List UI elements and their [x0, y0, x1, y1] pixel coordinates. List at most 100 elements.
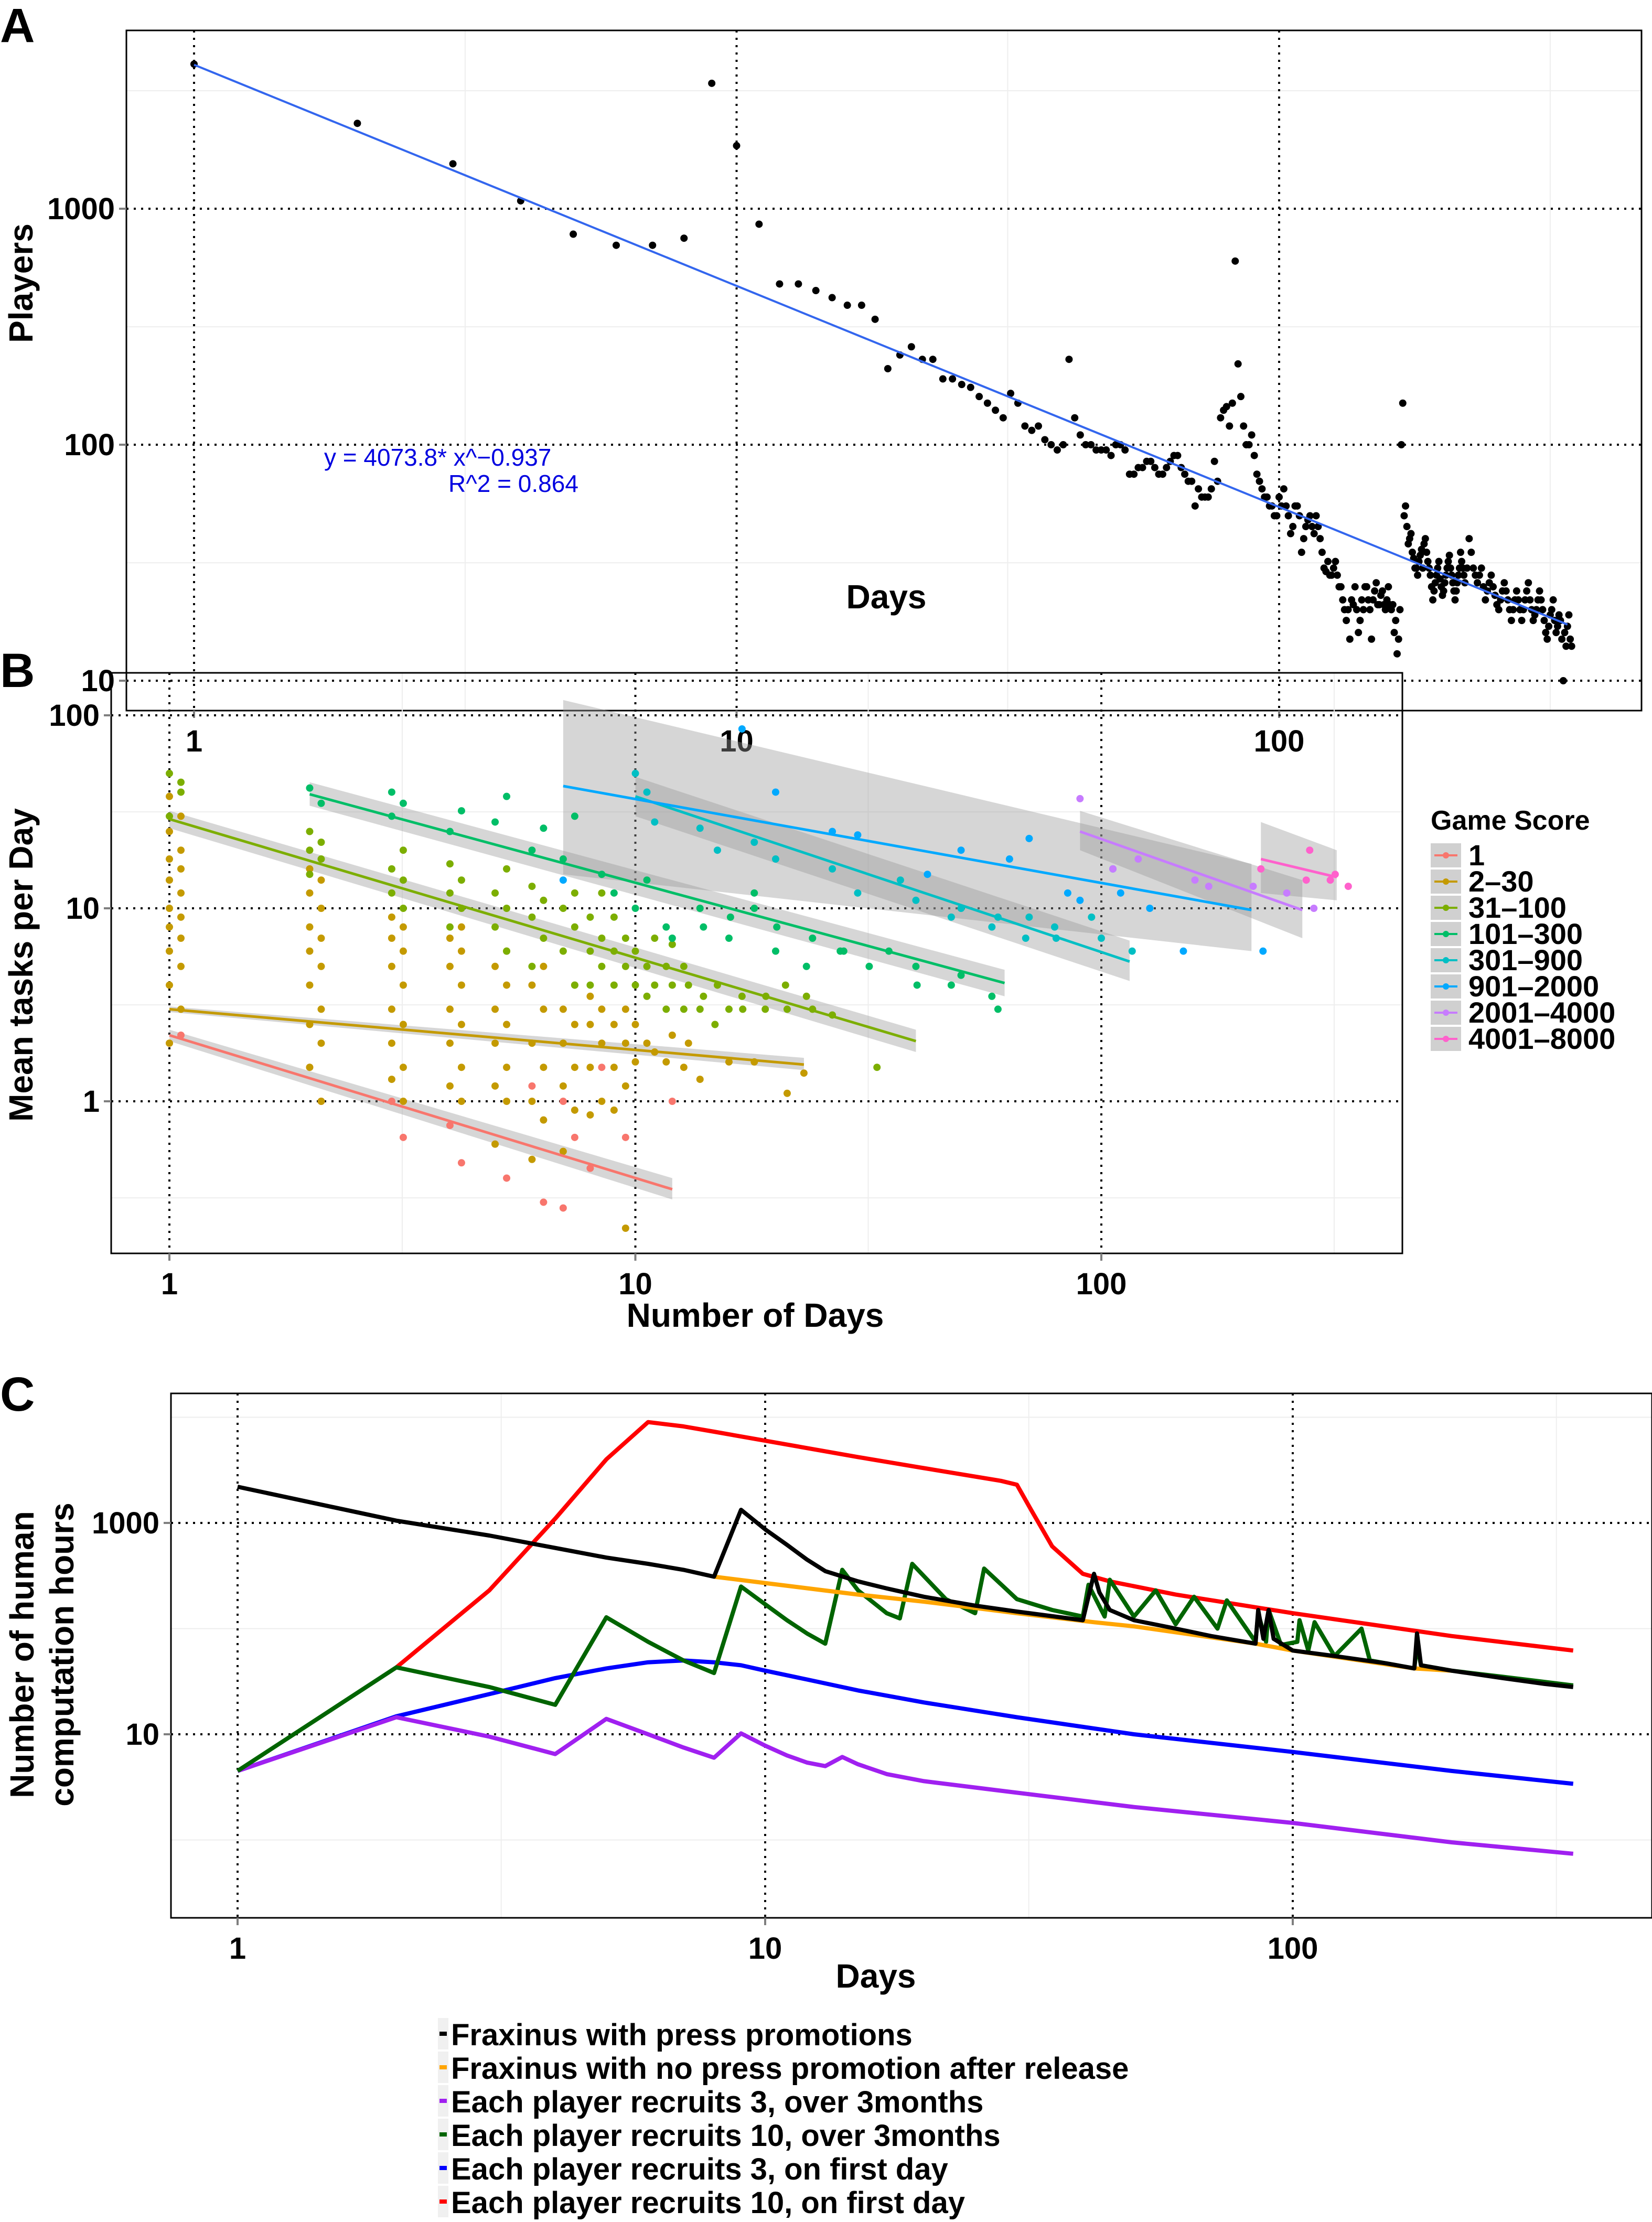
panel-b-point [503, 981, 511, 989]
panel-a-point [1359, 606, 1367, 614]
panel-a-point [1552, 629, 1560, 637]
panel-b-point [947, 913, 955, 921]
panel-a-point [1539, 606, 1547, 614]
panel-b-point [854, 831, 862, 839]
panel-b-point [725, 1005, 733, 1013]
panel-b-legend-title: Game Score [1431, 806, 1590, 836]
panel-b-point [571, 923, 578, 931]
panel-b-point [829, 865, 836, 873]
panel-b-point [738, 725, 746, 733]
x-tick-label: 10 [720, 724, 754, 758]
x-tick-label: 10 [618, 1267, 652, 1301]
panel-a-point [1440, 587, 1447, 595]
panel-a-point [1339, 596, 1347, 604]
panel-b-point [388, 1039, 395, 1047]
panel-b-point [559, 1204, 567, 1212]
panel-a-point [1518, 617, 1526, 625]
panel-a-point [1507, 617, 1515, 625]
panel-a-point [1344, 606, 1352, 614]
panel-a-point [1458, 557, 1466, 565]
panel-a-point [1512, 587, 1520, 595]
panel-a-point [1351, 583, 1359, 591]
panel-b-point [1249, 883, 1257, 890]
panel-a-point [1356, 617, 1364, 625]
panel-b-point [491, 1005, 499, 1013]
panel-a-point [1358, 596, 1366, 604]
panel-a-point [1567, 635, 1574, 643]
panel-b-point [177, 913, 185, 921]
panel-a-point [1568, 642, 1575, 650]
panel-a-point [1562, 642, 1570, 650]
panel-b-band-6 [1080, 811, 1303, 939]
panel-b-point [306, 784, 314, 792]
panel-b-point [540, 935, 548, 942]
panel-b-point [571, 1021, 578, 1028]
panel-b-point [166, 769, 173, 777]
panel-a-point [1059, 441, 1067, 448]
panel-b-point [177, 865, 185, 873]
legend-label: Each player recruits 3, over 3months [451, 2085, 983, 2119]
legend-key-dot [1443, 983, 1449, 990]
panel-a-point [1355, 629, 1363, 637]
panel-b-point [750, 838, 758, 846]
panel-a-point [1500, 579, 1508, 587]
panel-b-point [457, 981, 465, 989]
panel-b-point [528, 981, 536, 989]
panel-a-point [975, 393, 983, 401]
panel-a-point [1245, 441, 1253, 448]
panel-b-point [1257, 865, 1265, 873]
panel-b-point [559, 876, 567, 884]
legend-label: 101–300 [1468, 917, 1583, 950]
panel-a-point [1477, 564, 1485, 572]
x-tick-label: 1 [161, 1267, 178, 1301]
panel-a-point [843, 302, 851, 309]
panel-b-fit-line [169, 1034, 673, 1191]
panel-b-point [873, 1064, 881, 1071]
panel-b-point [809, 935, 817, 942]
panel-b-point [177, 935, 185, 942]
y-tick-label: 1000 [92, 1506, 159, 1540]
panel-b-point [739, 1005, 747, 1013]
panel-b-band-5 [563, 700, 1252, 951]
panel-a-point [570, 230, 577, 238]
panel-a-point [1366, 606, 1374, 614]
panel-b-point [680, 1005, 688, 1013]
panel-b-point [457, 1064, 465, 1071]
panel-a-fit-line-segment [194, 63, 1568, 626]
panel-b-point [696, 1005, 704, 1013]
panel-a-point [1555, 611, 1563, 619]
panel-a-point [1293, 502, 1301, 510]
panel-b-fit-line [1260, 857, 1337, 879]
panel-b-point [1134, 855, 1142, 863]
panel-b-point [947, 981, 955, 989]
panel-a-point [1378, 587, 1386, 595]
panel-a-point [1412, 564, 1420, 572]
legend-key-swatch [439, 2199, 447, 2204]
panel-a-point [1502, 587, 1510, 595]
panel-a-point [1469, 564, 1477, 572]
panel-a-point [1071, 414, 1079, 422]
panel-b-point [177, 962, 185, 970]
panel-b-point [1283, 889, 1291, 897]
panel-b-point [598, 935, 606, 942]
panel-b-point [1088, 913, 1096, 921]
panel-a-point [1240, 422, 1248, 430]
panel-b-point [446, 1082, 454, 1090]
panel-b-point [896, 876, 904, 884]
panel-b-point [924, 871, 931, 878]
panel-b-point [631, 1058, 639, 1066]
panel-b-point [540, 1198, 548, 1206]
legend-key-dot [1443, 852, 1449, 858]
panel-b-x-title: Number of Days [627, 1296, 884, 1334]
panel-b-point [598, 962, 606, 970]
panel-b-point [696, 905, 704, 912]
panel-a-point [1414, 571, 1422, 579]
panel-b-point [540, 896, 548, 904]
panel-a-point [1424, 557, 1432, 565]
panel-b-point [631, 1021, 639, 1028]
panel-b-point [177, 778, 185, 786]
panel-a-point [1456, 549, 1464, 556]
panel-b-point [1191, 876, 1199, 884]
panel-b-point [621, 1082, 629, 1090]
